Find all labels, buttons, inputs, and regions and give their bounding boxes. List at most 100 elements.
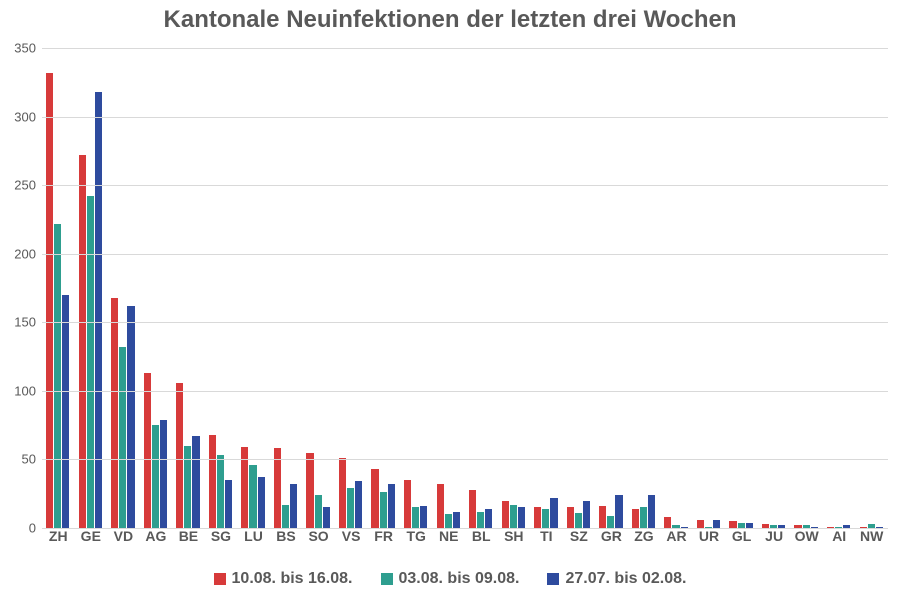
bar (599, 506, 606, 528)
bar (412, 507, 419, 528)
bar (176, 383, 183, 528)
y-tick-label: 300 (14, 109, 42, 124)
gridline (42, 254, 888, 255)
x-tick-label: SO (308, 528, 328, 544)
x-tick-label: TI (540, 528, 552, 544)
bar (469, 490, 476, 528)
bar (152, 425, 159, 528)
bar (119, 347, 126, 528)
bar (355, 481, 362, 528)
bar (388, 484, 395, 528)
x-tick-label: AI (832, 528, 846, 544)
bar (217, 455, 224, 528)
x-tick-label: BE (179, 528, 198, 544)
legend-swatch (214, 573, 226, 585)
legend-item: 27.07. bis 02.08. (547, 570, 686, 588)
x-tick-label: GL (732, 528, 751, 544)
bar (315, 495, 322, 528)
bar (87, 196, 94, 528)
x-tick-label: VS (342, 528, 361, 544)
bar (306, 453, 313, 528)
bar (144, 373, 151, 528)
chart-container: Kantonale Neuinfektionen der letzten dre… (0, 0, 900, 599)
gridline (42, 528, 888, 529)
gridline (42, 391, 888, 392)
bar (575, 513, 582, 528)
x-tick-label: SZ (570, 528, 588, 544)
legend: 10.08. bis 16.08. 03.08. bis 09.08. 27.07.… (0, 570, 900, 588)
bar (542, 509, 549, 528)
legend-item: 10.08. bis 16.08. (214, 570, 353, 588)
bar (79, 155, 86, 528)
x-tick-label: UR (699, 528, 719, 544)
x-tick-label: LU (244, 528, 263, 544)
legend-label: 03.08. bis 09.08. (399, 570, 520, 588)
bar (640, 507, 647, 528)
bar (445, 514, 452, 528)
gridline (42, 322, 888, 323)
bar (615, 495, 622, 528)
bar (567, 507, 574, 528)
bars-layer (42, 48, 888, 528)
x-tick-label: SG (211, 528, 231, 544)
x-tick-label: AR (666, 528, 686, 544)
bar (502, 501, 509, 528)
bar (111, 298, 118, 528)
y-tick-label: 200 (14, 246, 42, 261)
x-tick-label: JU (765, 528, 783, 544)
bar (192, 436, 199, 528)
bar (664, 517, 671, 528)
y-tick-label: 100 (14, 383, 42, 398)
x-tick-label: FR (374, 528, 393, 544)
x-axis: ZHGEVDAGBESGLUBSSOVSFRTGNEBLSHTISZGRZGAR… (42, 528, 888, 550)
legend-swatch (547, 573, 559, 585)
y-tick-label: 150 (14, 315, 42, 330)
bar (648, 495, 655, 528)
x-tick-label: AG (145, 528, 166, 544)
bar (477, 512, 484, 528)
bar (323, 507, 330, 528)
y-tick-label: 50 (22, 452, 42, 467)
y-tick-label: 0 (29, 521, 42, 536)
x-tick-label: NW (860, 528, 883, 544)
bar (404, 480, 411, 528)
y-tick-label: 250 (14, 178, 42, 193)
bar (518, 507, 525, 528)
bar (437, 484, 444, 528)
bar (160, 420, 167, 528)
x-tick-label: SH (504, 528, 523, 544)
bar (282, 505, 289, 528)
x-tick-label: ZG (634, 528, 653, 544)
bar (697, 520, 704, 528)
bar (290, 484, 297, 528)
x-tick-label: GR (601, 528, 622, 544)
gridline (42, 117, 888, 118)
bar (258, 477, 265, 528)
x-tick-label: BS (276, 528, 295, 544)
bar (729, 521, 736, 528)
x-tick-label: GE (81, 528, 101, 544)
bar (54, 224, 61, 528)
bar (339, 458, 346, 528)
gridline (42, 48, 888, 49)
bar (225, 480, 232, 528)
chart-title: Kantonale Neuinfektionen der letzten dre… (0, 6, 900, 34)
bar (713, 520, 720, 528)
bar (95, 92, 102, 528)
legend-label: 27.07. bis 02.08. (565, 570, 686, 588)
gridline (42, 185, 888, 186)
bar (249, 465, 256, 528)
bar (632, 509, 639, 528)
bar (127, 306, 134, 528)
bar (347, 488, 354, 528)
bar (453, 512, 460, 528)
gridline (42, 459, 888, 460)
bar (607, 516, 614, 528)
bar (371, 469, 378, 528)
bar (62, 295, 69, 528)
x-tick-label: NE (439, 528, 458, 544)
legend-swatch (381, 573, 393, 585)
plot-area: ZHGEVDAGBESGLUBSSOVSFRTGNEBLSHTISZGRZGAR… (42, 48, 888, 528)
x-tick-label: ZH (49, 528, 68, 544)
bar (550, 498, 557, 528)
